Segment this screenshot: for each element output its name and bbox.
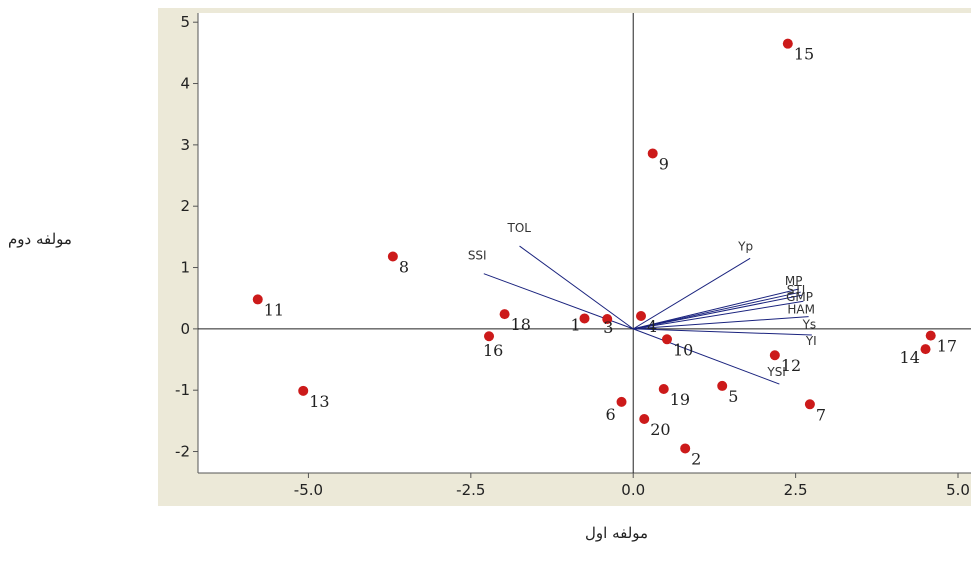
data-point-label-9: 9 [659, 154, 669, 173]
data-point-label-16: 16 [483, 341, 503, 360]
data-point-20 [639, 414, 650, 425]
data-point-4 [636, 310, 647, 321]
data-point-6 [616, 396, 627, 407]
y-tick-label: 0 [180, 320, 190, 338]
data-point-1 [579, 313, 590, 324]
x-tick-label: 5.0 [946, 481, 970, 499]
y-tick-label: -2 [175, 443, 190, 461]
vector-label-ssi: SSI [468, 249, 487, 263]
data-point-label-6: 6 [606, 405, 616, 424]
data-point-3 [602, 314, 613, 325]
vector-yp [632, 257, 751, 330]
data-point-2 [680, 443, 691, 454]
data-point-10 [661, 334, 672, 345]
vector-label-ys: Ys [802, 318, 817, 332]
data-point-label-11: 11 [264, 300, 284, 319]
data-point-19 [658, 383, 669, 394]
x-tick-label: -2.5 [456, 481, 485, 499]
data-point-17 [925, 330, 936, 341]
data-point-18 [499, 309, 510, 320]
data-point-label-4: 4 [647, 317, 657, 336]
y-tick-label: -1 [175, 381, 190, 399]
data-point-label-13: 13 [309, 392, 329, 411]
data-point-14 [920, 344, 931, 355]
x-axis-label: مولفه اول [585, 524, 649, 542]
vector-label-mp: MP [785, 274, 803, 288]
data-point-15 [782, 38, 793, 49]
vector-ysi [633, 328, 780, 385]
data-point-label-20: 20 [650, 420, 670, 439]
y-tick-label: 3 [180, 136, 190, 154]
data-point-label-10: 10 [673, 340, 693, 359]
vector-label-yp: Yp [737, 239, 753, 253]
data-point-12 [769, 350, 780, 361]
vector-label-ham: HAM [787, 302, 815, 316]
data-point-label-19: 19 [670, 390, 690, 409]
vector-sti [633, 291, 801, 330]
data-point-label-7: 7 [816, 405, 826, 424]
vector-label-ysi: YSI [766, 365, 786, 379]
x-tick-label: -5.0 [294, 481, 323, 499]
x-tick-label: 2.5 [784, 481, 808, 499]
vector-yi [633, 328, 812, 336]
data-point-11 [252, 294, 263, 305]
data-point-7 [804, 399, 815, 410]
vector-mp [633, 288, 799, 330]
x-tick-label: 0.0 [621, 481, 645, 499]
data-point-label-18: 18 [511, 315, 531, 334]
data-point-label-3: 3 [603, 318, 613, 337]
data-point-8 [387, 251, 398, 262]
plot-area [198, 13, 971, 473]
vector-label-yi: YI [805, 334, 817, 348]
y-tick-label: 1 [180, 259, 190, 277]
y-tick-label: 2 [180, 197, 190, 215]
data-point-13 [298, 385, 309, 396]
vector-ys [633, 316, 809, 330]
data-point-label-12: 12 [781, 356, 801, 375]
vector-ham [633, 300, 804, 330]
data-point-label-15: 15 [794, 45, 814, 64]
data-point-label-8: 8 [399, 257, 409, 276]
y-tick-label: 5 [180, 13, 190, 31]
data-point-label-14: 14 [900, 348, 920, 367]
vector-label-tol: TOL [507, 221, 532, 235]
vector-gmp [633, 294, 803, 330]
vector-tol [519, 245, 634, 330]
vector-label-gmp: GMP [786, 290, 813, 304]
y-tick-label: 4 [180, 75, 190, 93]
y-axis-label: مولفه دوم [8, 230, 72, 248]
data-point-label-17: 17 [937, 337, 957, 356]
data-point-5 [717, 380, 728, 391]
data-point-label-1: 1 [571, 315, 581, 334]
data-point-16 [484, 331, 495, 342]
vector-label-sti: STI [787, 283, 806, 297]
data-point-label-5: 5 [728, 387, 738, 406]
data-point-9 [647, 148, 658, 159]
data-point-label-2: 2 [691, 449, 701, 468]
